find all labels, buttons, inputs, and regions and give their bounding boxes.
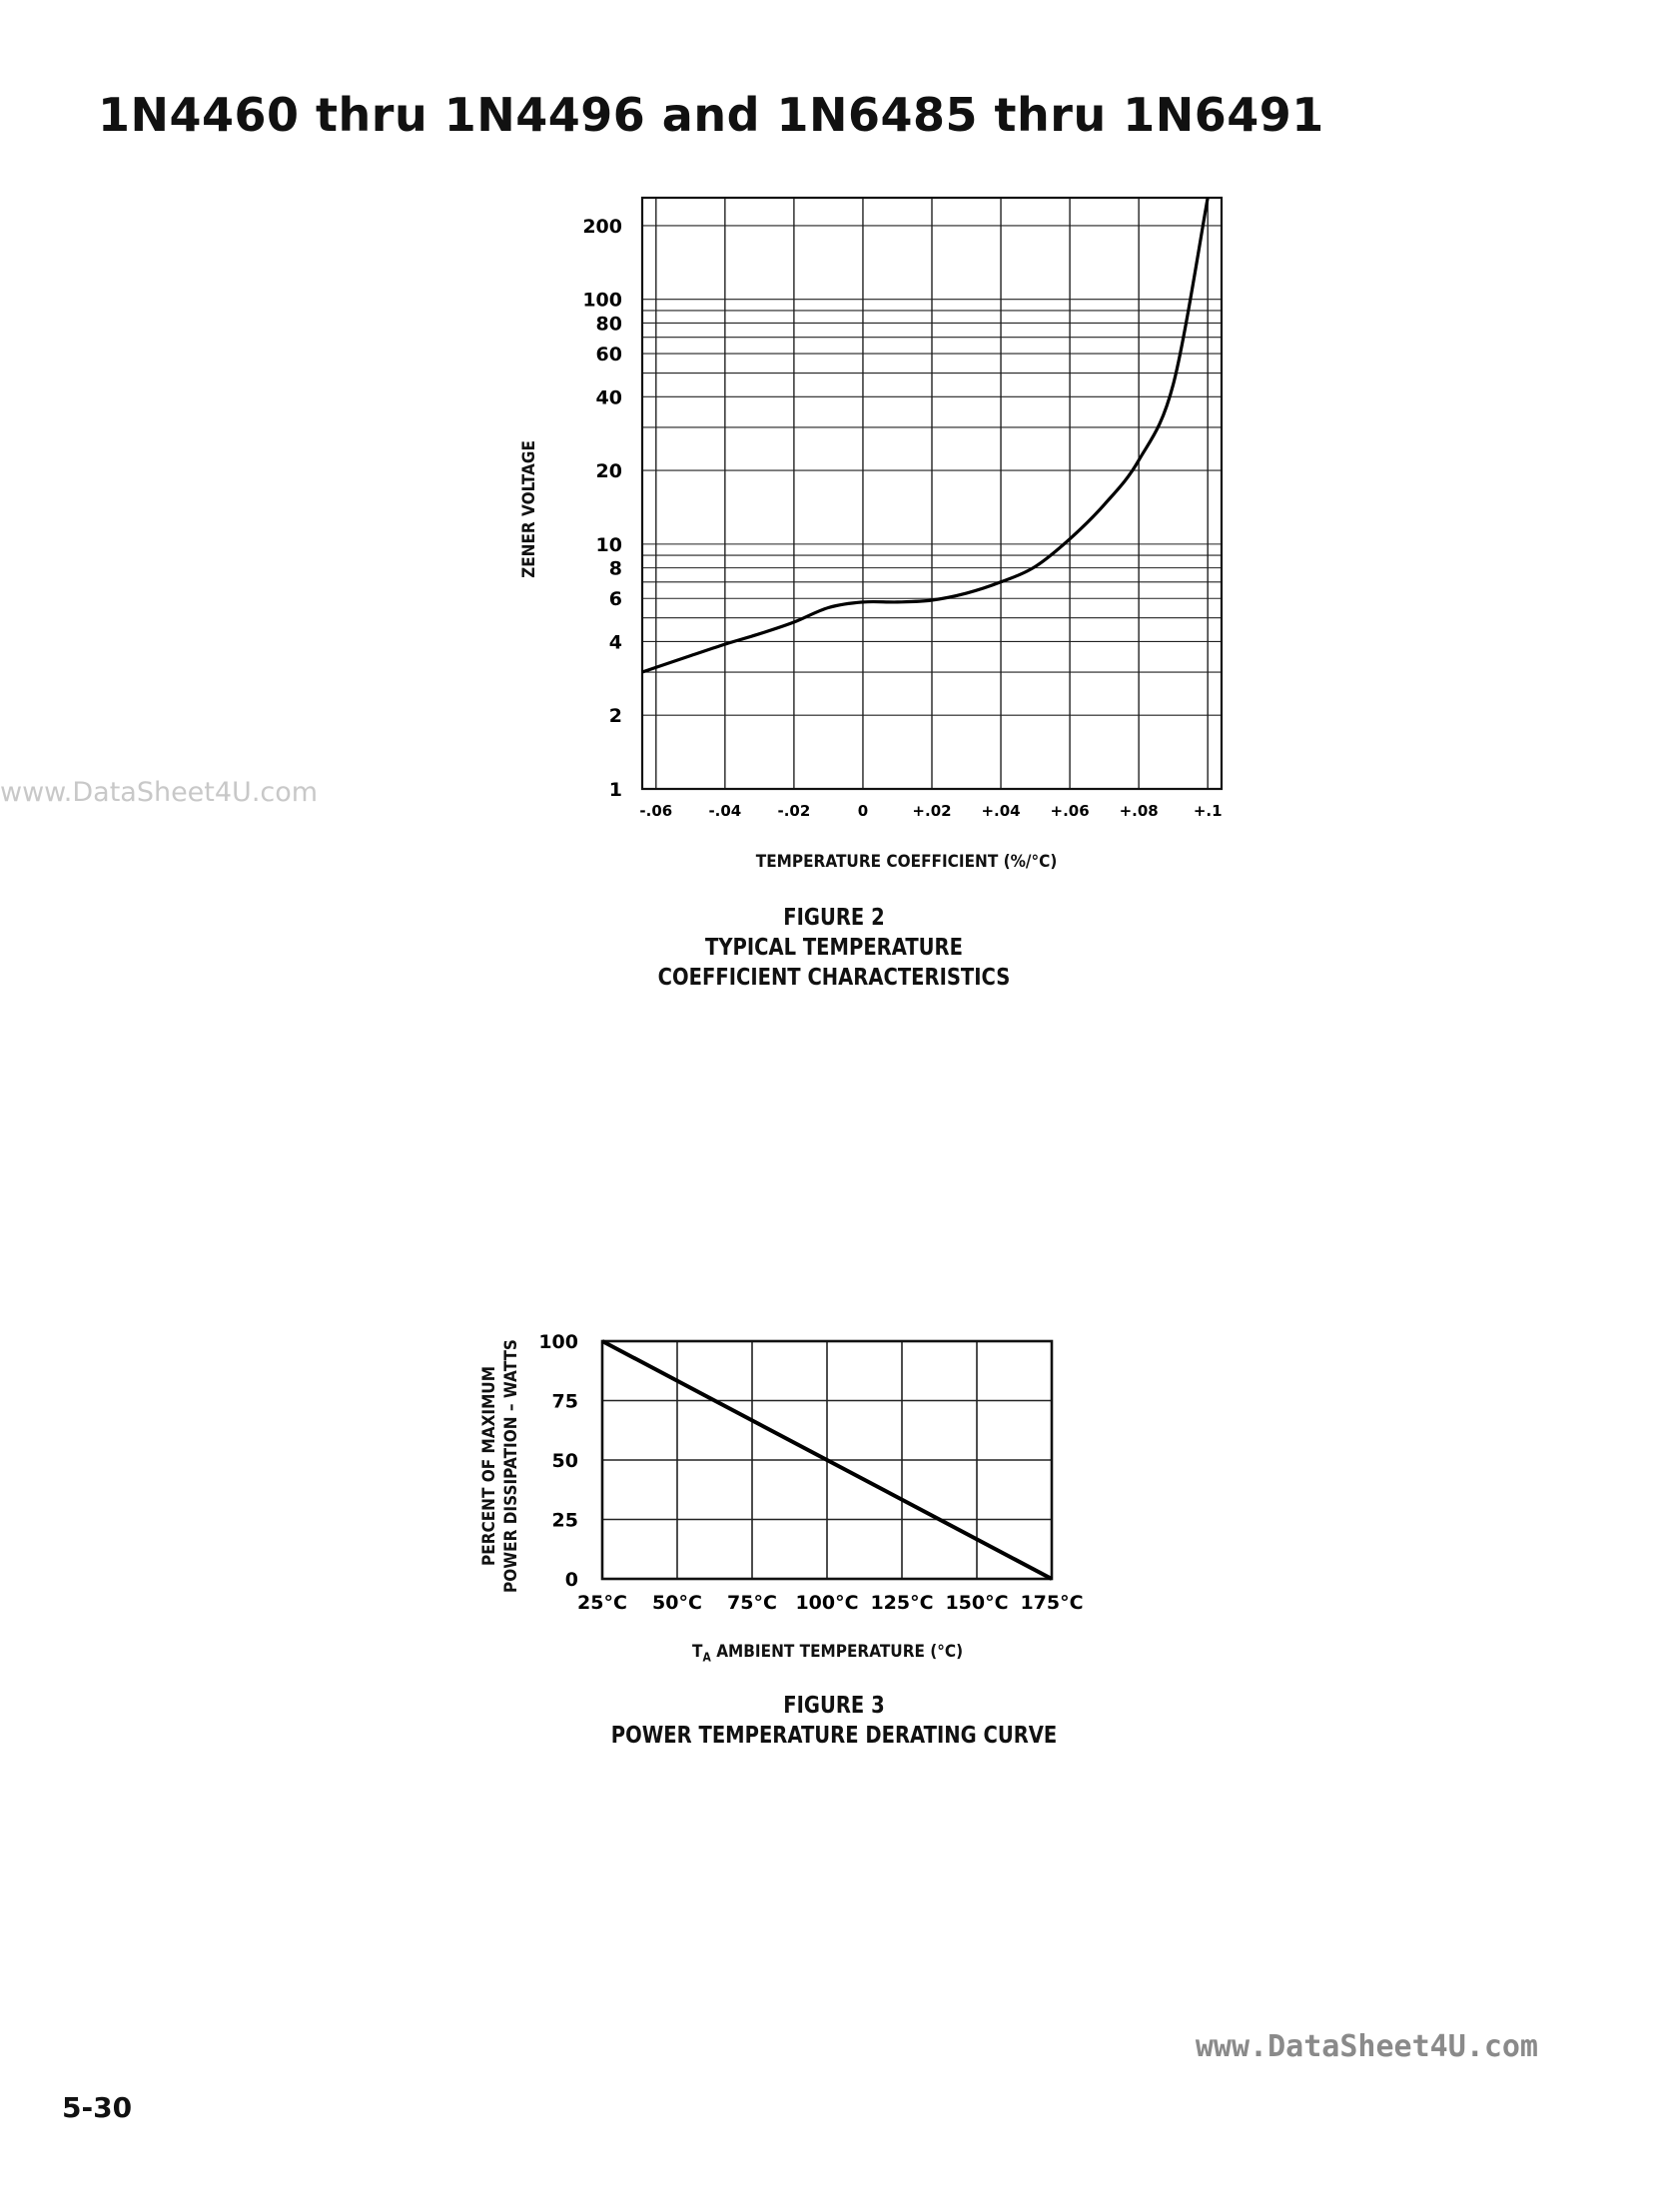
figure-2-caption: FIGURE 2 TYPICAL TEMPERATURE COEFFICIENT… xyxy=(125,903,1543,993)
fig2-y-tick-label: 100 xyxy=(582,290,622,312)
fig2-y-tick-label: 40 xyxy=(596,386,622,408)
figure-2-caption-title-2: COEFFICIENT CHARACTERISTICS xyxy=(657,965,1011,991)
fig2-y-tick-label: 2 xyxy=(609,705,622,727)
fig2-series-line xyxy=(641,197,1210,674)
page-number: 5-30 xyxy=(62,2091,133,2124)
fig2-x-tick-label: +.08 xyxy=(1120,802,1159,820)
fig2-x-tick-label: +.06 xyxy=(1051,802,1090,820)
fig3-x-tick-label: 150°C xyxy=(945,1592,1008,1614)
figure-3-x-axis-title-text: AMBIENT TEMPERATURE (°C) xyxy=(716,1642,964,1662)
fig3-y-tick-label: 0 xyxy=(565,1569,578,1591)
fig3-plot-frame xyxy=(600,1339,1054,1581)
page-title: 1N4460 thru 1N4496 and 1N6485 thru 1N649… xyxy=(98,88,1324,142)
fig2-y-tick-label: 200 xyxy=(582,216,622,238)
figure-3-y-axis-title-2: POWER DISSIPATION – WATTS xyxy=(501,1339,521,1593)
fig2-y-tick-label: 1 xyxy=(609,779,622,801)
figure-2-caption-title-1: TYPICAL TEMPERATURE xyxy=(705,935,963,961)
fig2-x-tick-label: +.02 xyxy=(912,802,951,820)
watermark-left: www.DataSheet4U.com xyxy=(0,777,319,808)
fig2-x-tick-label: +.1 xyxy=(1194,802,1223,820)
fig2-y-tick-label: 4 xyxy=(609,631,622,653)
fig3-x-tick-label: 175°C xyxy=(1020,1592,1083,1614)
watermark-right: www.DataSheet4U.com xyxy=(1195,2029,1538,2064)
fig2-y-tick-label: 80 xyxy=(596,313,622,335)
fig2-x-tick-label: -.04 xyxy=(708,802,741,820)
fig3-series-line xyxy=(601,1339,1053,1581)
fig2-x-tick-label: 0 xyxy=(858,802,868,820)
fig2-x-tick-label: -.06 xyxy=(639,802,672,820)
fig3-x-tick-label: 100°C xyxy=(795,1592,858,1614)
fig3-y-tick-label: 75 xyxy=(552,1391,578,1413)
fig2-y-tick-label: 6 xyxy=(609,588,622,610)
fig2-y-tick-label: 10 xyxy=(596,534,622,556)
fig3-y-tick-label: 50 xyxy=(552,1450,578,1472)
fig3-x-tick-label: 75°C xyxy=(727,1592,777,1614)
figure-3-caption: FIGURE 3 POWER TEMPERATURE DERATING CURV… xyxy=(125,1691,1543,1751)
figure-2-caption-number: FIGURE 2 xyxy=(783,905,885,931)
figure-3-chart: 0 25 50 75 100 25°C 50°C 75°C 100°C 125°C 150°C 175… xyxy=(538,1331,1083,1614)
figure-3-x-axis-title: TA AMBIENT TEMPERATURE (°C) xyxy=(692,1642,964,1665)
fig2-x-tick-label: +.04 xyxy=(981,802,1020,820)
figure-3-caption-number: FIGURE 3 xyxy=(783,1693,885,1719)
figure-3-y-axis-title-1: PERCENT OF MAXIMUM xyxy=(479,1366,499,1566)
fig3-y-tick-label: 100 xyxy=(538,1331,578,1353)
fig3-x-tick-label: 125°C xyxy=(870,1592,933,1614)
fig3-y-tick-label: 25 xyxy=(552,1510,578,1532)
fig2-plot-frame xyxy=(640,196,1224,791)
fig3-x-tick-label: 50°C xyxy=(652,1592,702,1614)
fig2-y-tick-label: 60 xyxy=(596,344,622,366)
fig2-x-tick-label: -.02 xyxy=(777,802,810,820)
fig3-x-tick-label: 25°C xyxy=(577,1592,627,1614)
figure-2-x-axis-title: TEMPERATURE COEFFICIENT (%/°C) xyxy=(755,852,1058,872)
figure-3-caption-title: POWER TEMPERATURE DERATING CURVE xyxy=(610,1723,1058,1749)
fig2-y-tick-label: 8 xyxy=(609,558,622,580)
fig2-y-tick-label: 20 xyxy=(596,460,622,482)
